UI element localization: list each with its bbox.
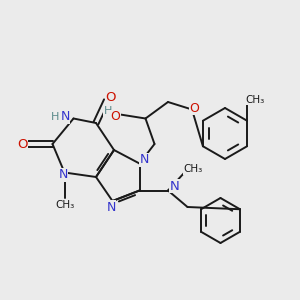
Text: N: N xyxy=(106,201,116,214)
Text: O: O xyxy=(190,101,199,115)
Text: H: H xyxy=(51,112,59,122)
Text: N: N xyxy=(60,110,70,124)
Text: CH₃: CH₃ xyxy=(245,95,264,105)
Text: N: N xyxy=(139,153,149,167)
Text: O: O xyxy=(111,110,120,124)
Text: CH₃: CH₃ xyxy=(55,200,74,211)
Text: O: O xyxy=(17,137,28,151)
Text: N: N xyxy=(170,179,179,193)
Text: O: O xyxy=(106,91,116,104)
Text: CH₃: CH₃ xyxy=(183,164,202,175)
Text: N: N xyxy=(58,168,68,182)
Text: H: H xyxy=(104,106,112,116)
